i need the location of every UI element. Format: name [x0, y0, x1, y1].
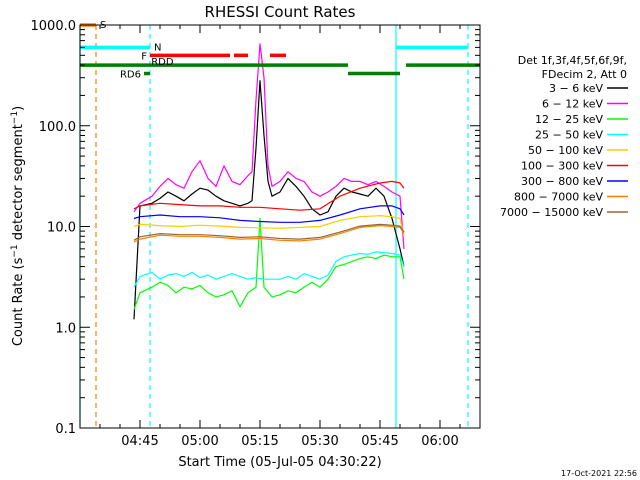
y-axis-label-part2: detector segment [11, 124, 26, 244]
vertical-markers [79, 25, 469, 428]
legend-label-3: 25 − 50 keV [535, 129, 603, 142]
series-line-8 [133, 223, 405, 241]
legend-label-8: 7000 − 15000 keV [500, 206, 603, 219]
y-axis-label: Count Rate (s−1 detector segment−1) [10, 106, 26, 346]
plot-frame [79, 24, 481, 429]
series-line-2 [133, 217, 405, 310]
y-axis-label-part1: Count Rate (s [11, 257, 26, 346]
legend-label-6: 300 − 800 keV [521, 175, 603, 188]
y-tick-label-1: 100.0 [39, 120, 76, 135]
x-tick-label-1: 05:00 [181, 434, 218, 449]
chart-title: RHESSI Count Rates [205, 3, 356, 21]
legend-label-0: 3 − 6 keV [549, 82, 603, 95]
y-tick-label-0: 1000.0 [31, 19, 77, 34]
x-axis-ticks: 04:45 05:00 05:15 05:30 05:45 06:00 [79, 25, 481, 449]
series-line-4 [133, 215, 405, 237]
y-tick-label-4: 0.1 [55, 422, 76, 437]
y-tick-label-3: 1.0 [55, 321, 76, 336]
flag-label-4: RD6 [120, 70, 141, 81]
y-tick-label-2: 10.0 [47, 221, 76, 236]
series-line-6 [133, 205, 405, 223]
x-axis-label: Start Time (05-Jul-05 04:30:22) [178, 455, 381, 470]
series-line-1 [133, 43, 405, 249]
legend-label-1: 6 − 12 keV [542, 98, 603, 111]
flag-label-2: F [141, 51, 147, 62]
series-line-7 [133, 225, 405, 243]
legend-label-4: 50 − 100 keV [528, 144, 603, 157]
series-line-3 [133, 251, 405, 288]
y-axis-label-sup2: −1 [10, 111, 20, 124]
series-line-0 [133, 80, 405, 320]
x-tick-label-2: 05:15 [241, 434, 278, 449]
y-axis-label-sup1: −1 [10, 244, 20, 257]
y-axis-label-part3: ) [11, 106, 26, 111]
series-lines [133, 43, 405, 320]
legend-header-line2: FDecim 2, Att 0 [542, 68, 627, 81]
legend-header-line1: Det 1f,3f,4f,5f,6f,9f, [518, 54, 627, 67]
series-line-5 [133, 180, 405, 211]
x-tick-label-3: 05:30 [301, 434, 338, 449]
legend-label-2: 12 − 25 keV [535, 113, 603, 126]
flag-label-3: RDD [151, 57, 174, 68]
legend-entries: 3 − 6 keV 6 − 12 keV 12 − 25 keV 25 − 50 ke… [500, 82, 628, 219]
legend-label-7: 800 − 7000 keV [514, 191, 603, 204]
legend: Det 1f,3f,4f,5f,6f,9f, FDecim 2, Att 0 3… [500, 54, 628, 219]
flag-label-1: N [154, 42, 161, 53]
x-tick-label-4: 05:45 [361, 434, 398, 449]
legend-label-5: 100 − 300 keV [521, 160, 603, 173]
footer-timestamp: 17-Oct-2021 22:56 [561, 469, 637, 478]
y-axis-ticks: 1000.0 100.0 10.0 1.0 0.1 [31, 19, 480, 437]
x-tick-label-5: 06:00 [421, 434, 458, 449]
x-tick-label-0: 04:45 [121, 434, 158, 449]
